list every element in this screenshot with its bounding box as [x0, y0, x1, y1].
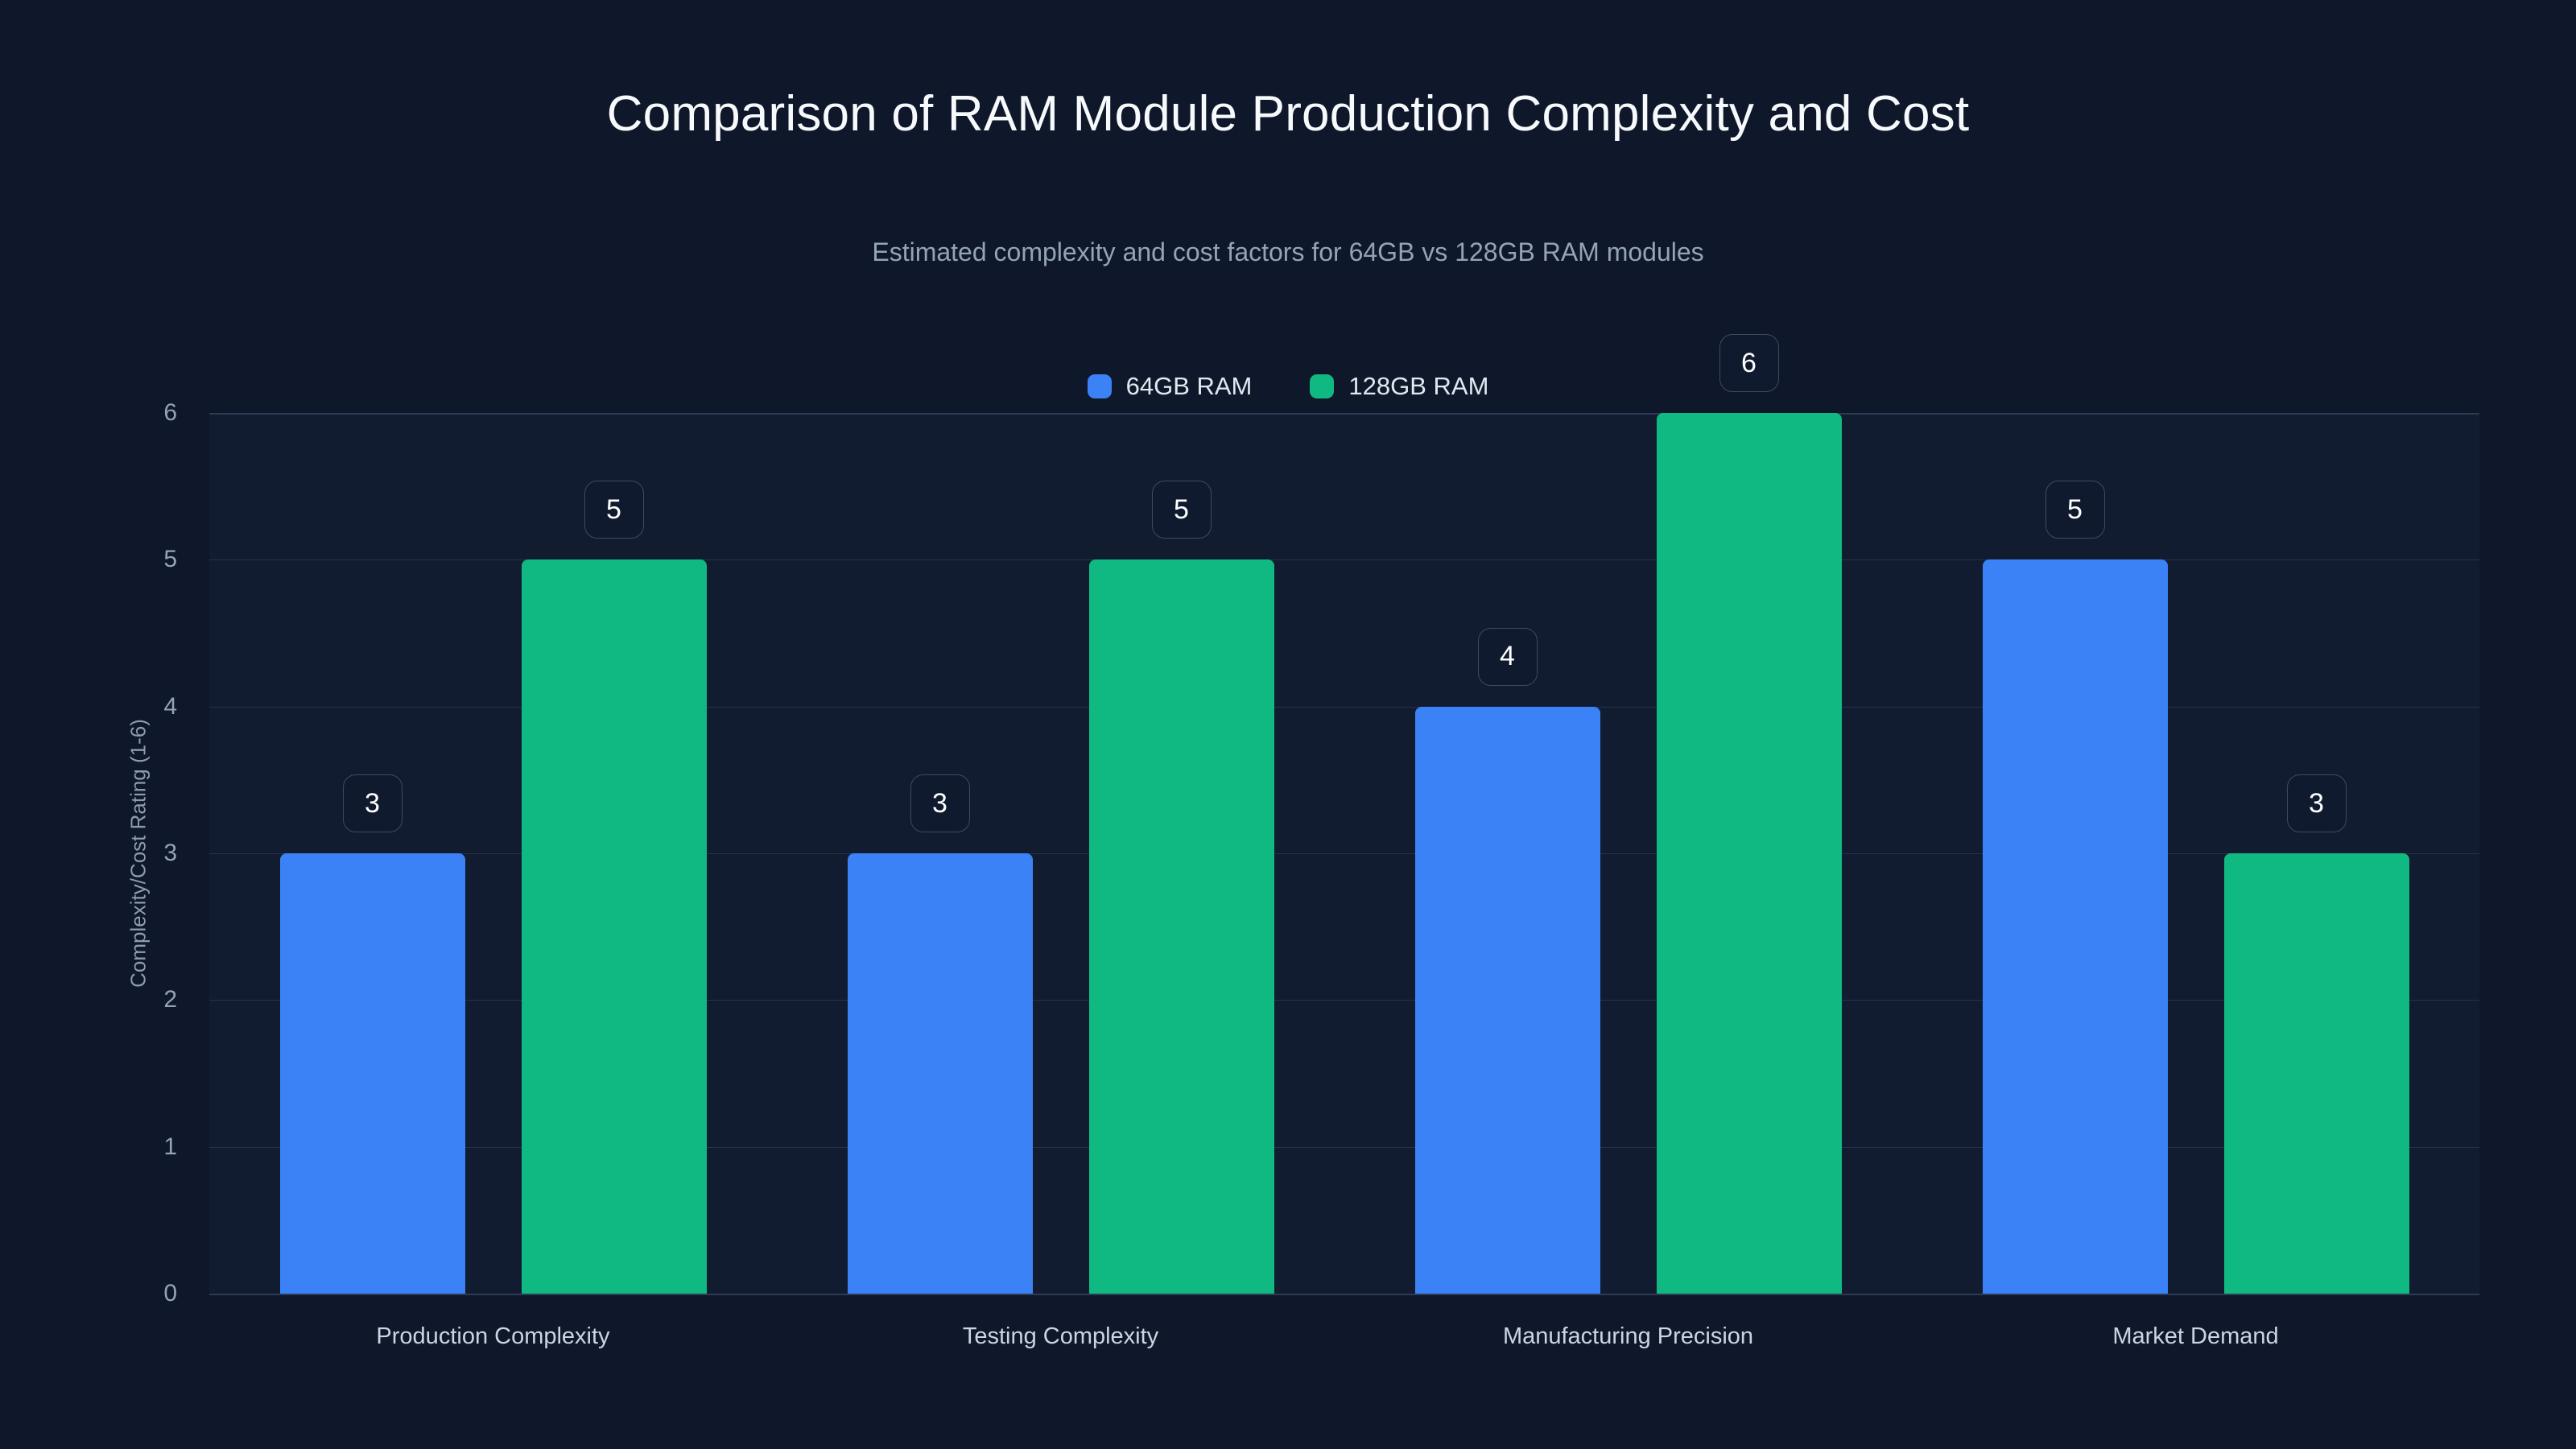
- x-axis-label-2: Testing Complexity: [962, 1323, 1159, 1349]
- chart-subtitle: Estimated complexity and cost factors fo…: [872, 237, 1704, 266]
- y-tick-label-3: 3: [163, 840, 177, 866]
- chart-title: Comparison of RAM Module Production Comp…: [606, 86, 1970, 142]
- bar-series1-cat3[interactable]: [1414, 706, 1600, 1294]
- legend-swatch-icon-128gb-ram: [1310, 374, 1335, 398]
- legend-label-64gb-ram: 64GB RAM: [1125, 372, 1253, 400]
- bar-series1-cat4[interactable]: [1982, 559, 2168, 1294]
- y-tick-label-2: 2: [163, 986, 177, 1013]
- bar-series2-cat4[interactable]: [2223, 853, 2409, 1294]
- gridline-5: [209, 559, 2479, 561]
- gridline-6: [209, 413, 2479, 415]
- x-axis-label-3: Manufacturing Precision: [1502, 1323, 1754, 1349]
- gridline-3: [209, 853, 2479, 854]
- legend-label-128gb-ram: 128GB RAM: [1348, 372, 1489, 400]
- bar-series2-cat3[interactable]: [1656, 413, 1842, 1294]
- x-axis-label-1: Production Complexity: [376, 1323, 610, 1349]
- gridline-2: [209, 1000, 2479, 1001]
- bar-series1-cat1[interactable]: [279, 853, 465, 1294]
- bar-series1-cat2[interactable]: [847, 853, 1033, 1294]
- legend-swatch-icon-64gb-ram: [1087, 374, 1112, 398]
- gridline-1: [209, 1146, 2479, 1148]
- gridline-4: [209, 706, 2479, 708]
- legend-item-128gb-ram[interactable]: 128GB RAM: [1310, 372, 1488, 401]
- gridline-0: [209, 1294, 2479, 1295]
- y-tick-label-4: 4: [163, 692, 177, 720]
- y-tick-label-1: 1: [163, 1133, 177, 1160]
- x-axis-label-4: Market Demand: [2112, 1323, 2279, 1349]
- y-tick-label-5: 5: [163, 546, 177, 573]
- y-tick-label-6: 6: [163, 399, 177, 426]
- chart-legend: 64GB RAM 128GB RAM: [0, 372, 2576, 401]
- legend-item-64gb-ram[interactable]: 64GB RAM: [1087, 372, 1253, 401]
- bar-series2-cat2[interactable]: [1088, 559, 1274, 1294]
- y-axis-title: Complexity/Cost Rating (1-6): [126, 719, 151, 988]
- plot-area: [209, 413, 2479, 1295]
- bar-series2-cat1[interactable]: [521, 559, 707, 1294]
- y-tick-label-0: 0: [163, 1280, 177, 1307]
